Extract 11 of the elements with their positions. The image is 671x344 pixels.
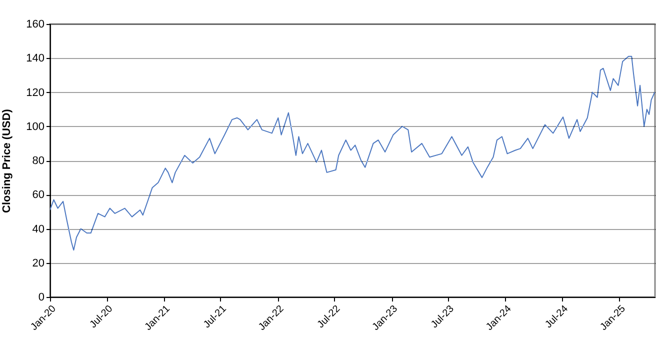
line-series bbox=[50, 56, 655, 251]
y-tick-label: 160 bbox=[26, 18, 44, 30]
y-tick-label: 100 bbox=[26, 120, 44, 133]
y-tick-label: 0 bbox=[38, 292, 44, 304]
y-tick-label: 60 bbox=[32, 189, 44, 202]
y-tick-label: 40 bbox=[32, 223, 44, 236]
y-axis-title: Closing Price (USD) bbox=[1, 108, 14, 213]
y-tick-label: 20 bbox=[32, 257, 44, 270]
y-tick-label: 140 bbox=[26, 52, 44, 65]
y-tick-label: 80 bbox=[32, 155, 44, 167]
y-tick-label: 120 bbox=[26, 86, 44, 99]
